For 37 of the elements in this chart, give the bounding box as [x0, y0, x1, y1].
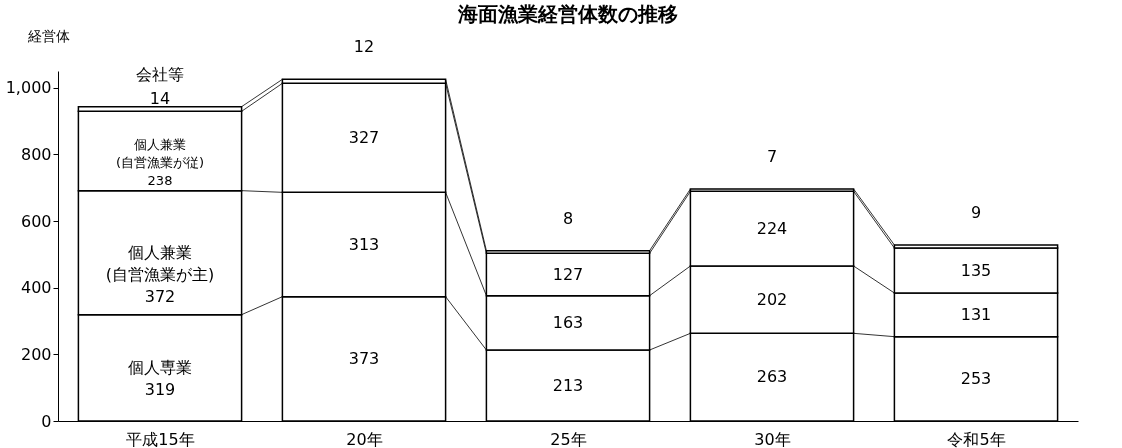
data-label: 224 — [756, 218, 788, 238]
x-tick-label: 30年 — [754, 429, 791, 448]
x-tick-label: 平成15年 — [126, 429, 195, 448]
data-label: 373 — [348, 348, 380, 368]
y-axis-title: 経営体 — [26, 27, 70, 44]
y-tick-label: 1,000 — [5, 78, 52, 98]
data-label: 9 — [970, 203, 982, 222]
x-tick-label: 令和5年 — [947, 429, 1006, 448]
data-label: 263 — [756, 367, 788, 387]
y-tick-label: 0 — [41, 411, 52, 431]
data-label: 313 — [348, 234, 380, 254]
data-label: 7 — [766, 147, 778, 166]
series-label: 会社等 — [136, 64, 184, 84]
data-label: 14 — [149, 88, 171, 108]
series-label: 個人兼業(自営漁業が主) — [105, 242, 215, 284]
chart-title: 海面漁業経営体数の推移 — [457, 2, 678, 26]
y-tick-label: 800 — [20, 144, 52, 164]
data-label: 319 — [144, 379, 176, 399]
data-label: 127 — [552, 264, 584, 284]
y-tick-label: 600 — [20, 211, 52, 231]
data-label: 163 — [552, 312, 584, 332]
data-label: 213 — [552, 375, 584, 395]
data-label: 238 — [147, 173, 173, 188]
data-label: 372 — [144, 286, 176, 306]
data-label: 12 — [353, 37, 375, 57]
y-tick-label: 200 — [20, 344, 52, 364]
series-label: 個人専業 — [128, 357, 192, 377]
series-label: 個人兼業(自営漁業が従) — [115, 137, 205, 170]
x-tick-label: 25年 — [550, 429, 587, 448]
data-label: 135 — [960, 260, 992, 280]
x-tick-label: 20年 — [346, 429, 383, 448]
data-label: 8 — [562, 208, 574, 228]
data-label: 131 — [960, 304, 992, 324]
data-label: 253 — [960, 368, 992, 388]
y-tick-label: 400 — [20, 278, 52, 298]
data-label: 327 — [348, 127, 380, 147]
data-label: 202 — [756, 289, 788, 309]
